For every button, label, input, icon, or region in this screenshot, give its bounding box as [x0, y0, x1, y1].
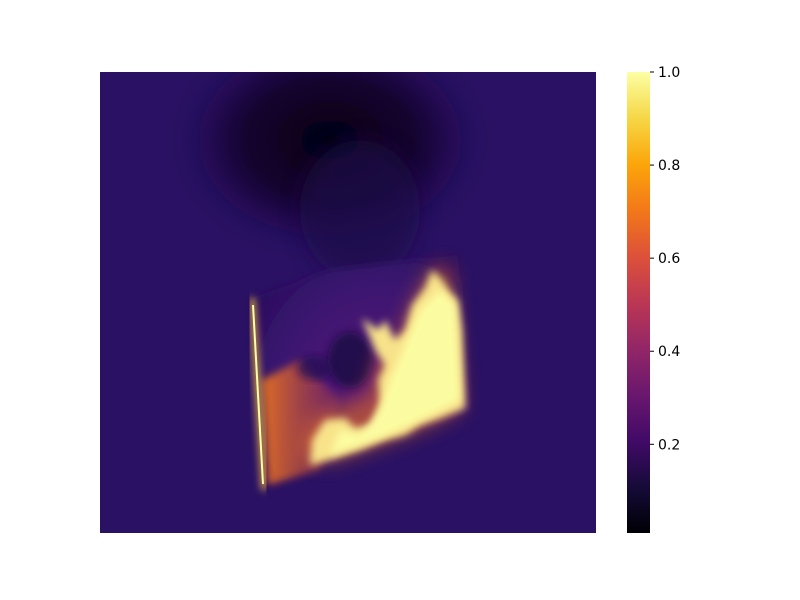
colorbar-tick-label: 0.2	[658, 437, 680, 453]
colorbar-tick-label: 0.8	[658, 158, 680, 174]
dark-patch	[328, 332, 372, 388]
colorbar-tick-label: 0.6	[658, 251, 680, 267]
colorbar-ticks: 0.2 0.4 0.6 0.8 1.0	[650, 65, 680, 453]
colorbar-gradient	[627, 72, 650, 533]
colorbar-tick-label: 0.4	[658, 344, 680, 360]
colorbar: 0.2 0.4 0.6 0.8 1.0	[627, 65, 680, 533]
dark-patch-2	[297, 356, 333, 380]
colorbar-tick-label: 1.0	[658, 65, 680, 81]
heatmap-image	[100, 30, 596, 533]
smoke-column	[300, 140, 420, 280]
